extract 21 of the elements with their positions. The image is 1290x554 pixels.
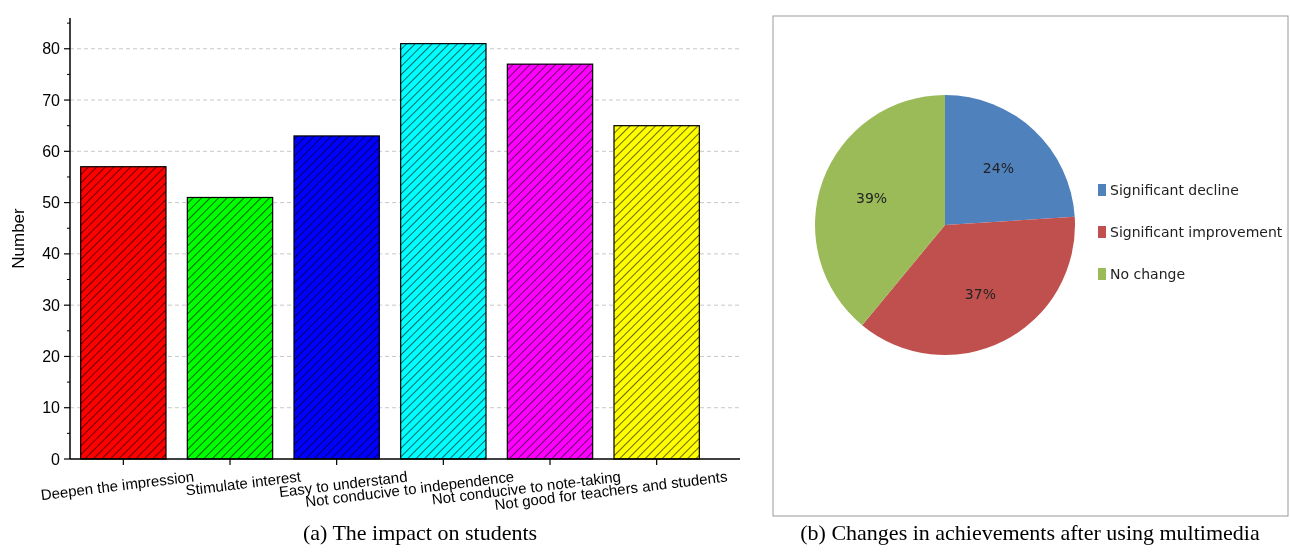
data-label: 39% xyxy=(856,190,888,207)
pie-slice xyxy=(945,95,1075,225)
y-tick-label: 30 xyxy=(42,296,61,314)
y-axis-title: Number xyxy=(9,207,28,269)
y-tick-label: 80 xyxy=(42,40,61,58)
pie-slice xyxy=(862,216,1075,355)
legend-label: No change xyxy=(1110,265,1186,282)
y-tick-label: 70 xyxy=(42,91,61,109)
data-label: 24% xyxy=(982,160,1014,177)
y-tick-label: 20 xyxy=(42,348,61,366)
text: (a) The impact on students xyxy=(302,520,538,545)
legend-label: Significant decline xyxy=(1110,181,1239,198)
text: (b) Changes in achievements after using multimedia xyxy=(800,520,1260,545)
y-tick-label: 40 xyxy=(42,245,61,263)
legend-label: Significant improvement xyxy=(1110,223,1283,240)
y-tick-label: 60 xyxy=(42,142,61,160)
data-label: 37% xyxy=(964,286,996,303)
y-tick-label: 50 xyxy=(42,194,61,212)
y-tick-label: 10 xyxy=(42,399,61,417)
pie-slice xyxy=(815,95,945,326)
y-tick-label: 0 xyxy=(51,450,61,468)
